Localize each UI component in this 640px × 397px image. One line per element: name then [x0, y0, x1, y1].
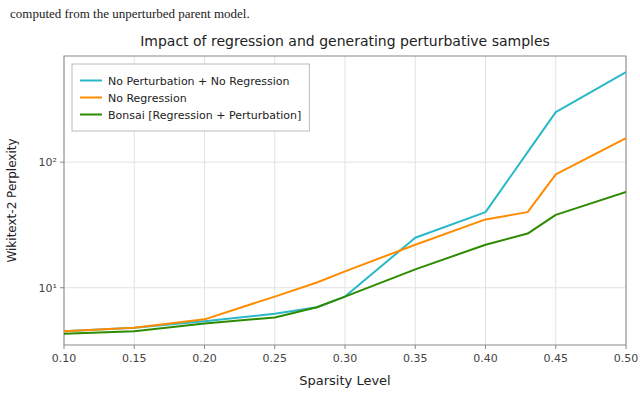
- plot-background: [64, 56, 626, 345]
- tick-label: 0.10: [52, 352, 77, 365]
- tick-mark: [134, 345, 135, 349]
- series-line: [64, 72, 626, 331]
- series-line: [64, 138, 626, 331]
- grid-line: [555, 56, 556, 345]
- tick-label: 0.15: [122, 352, 147, 365]
- tick-label: 0.25: [263, 352, 288, 365]
- grid: [64, 56, 626, 345]
- legend-entry: No Regression: [108, 92, 187, 105]
- legend-box: [72, 64, 309, 131]
- tick-mark: [64, 345, 65, 349]
- x-axis-label: Sparsity Level: [299, 373, 390, 388]
- tick-mark: [626, 345, 627, 349]
- tick-label: 10¹: [39, 282, 57, 295]
- annotation: computed from the unperturbed parent mod…: [10, 6, 250, 21]
- y-axis-label: Wikitext-2 Perplexity: [5, 138, 19, 262]
- tick-label: 0.35: [403, 352, 428, 365]
- series-group: [64, 72, 626, 334]
- series-line: [64, 192, 626, 334]
- title: Impact of regression and generating pert…: [140, 33, 550, 49]
- legend-swatch: [80, 80, 102, 82]
- tick-label: 0.20: [192, 352, 217, 365]
- tick-mark: [415, 345, 416, 349]
- tick-label: 0.45: [544, 352, 569, 365]
- legend-swatch: [80, 97, 102, 99]
- legend-swatch: [80, 114, 102, 116]
- tick-mark: [60, 162, 64, 163]
- grid-line: [64, 287, 626, 288]
- tick-mark: [60, 287, 64, 288]
- legend-entry: No Perturbation + No Regression: [108, 75, 289, 88]
- chart: computed from the unperturbed parent mod…: [0, 0, 640, 397]
- tick-mark: [485, 345, 486, 349]
- grid-line: [415, 56, 416, 345]
- tick-label: 0.40: [473, 352, 498, 365]
- grid-line: [485, 56, 486, 345]
- tick-label: 0.50: [614, 352, 639, 365]
- legend-entry: Bonsai [Regression + Perturbation]: [108, 109, 301, 122]
- tick-mark: [274, 345, 275, 349]
- tick-mark: [555, 345, 556, 349]
- grid-line: [345, 56, 346, 345]
- plot-frame: [64, 56, 626, 345]
- grid-line: [64, 162, 626, 163]
- tick-label: 0.30: [333, 352, 358, 365]
- tick-mark: [345, 345, 346, 349]
- legend: No Perturbation + No Regression No Regres…: [72, 64, 309, 131]
- tick-mark: [204, 345, 205, 349]
- tick-label: 10²: [39, 156, 57, 169]
